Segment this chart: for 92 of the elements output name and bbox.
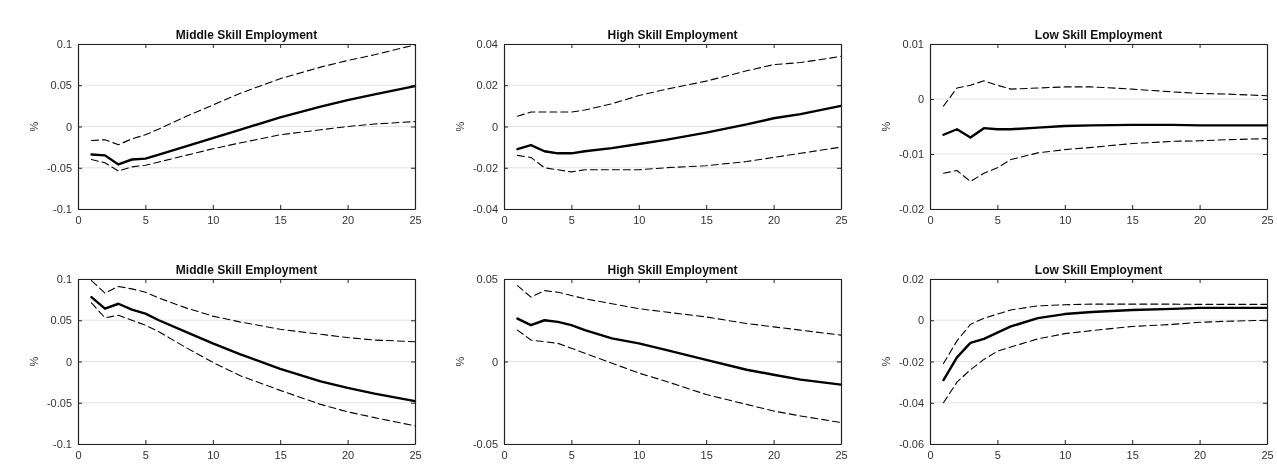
x-tick-label: 5	[994, 448, 1001, 461]
x-tick-label: 5	[994, 213, 1001, 226]
y-tick-label: 0.01	[902, 38, 924, 51]
x-tick-label: 10	[633, 448, 646, 461]
y-tick-label: -0.05	[472, 438, 498, 451]
line-series	[516, 55, 842, 117]
x-tick-label: 0	[75, 213, 82, 226]
chart-title: High Skill Employment	[607, 263, 738, 277]
x-tick-label: 25	[835, 448, 848, 461]
x-tick-label: 10	[633, 213, 646, 226]
line-series	[516, 104, 843, 155]
x-tick-label: 25	[409, 448, 422, 461]
x-tick-label: 0	[75, 448, 82, 461]
x-tick-label: 15	[274, 213, 287, 226]
y-tick-label: 0.05	[50, 314, 72, 327]
line-series	[516, 146, 842, 173]
y-tick-label: 0	[65, 355, 72, 368]
x-tick-label: 0	[927, 213, 934, 226]
y-tick-label: 0	[491, 120, 498, 133]
line-series	[90, 121, 416, 172]
x-tick-label: 0	[501, 448, 508, 461]
x-tick-label: 0	[501, 213, 508, 226]
line-series	[516, 329, 842, 424]
line-series	[942, 123, 1269, 139]
line-series	[942, 303, 1268, 365]
line-series	[90, 302, 416, 427]
y-tick-label: 0.05	[50, 79, 72, 92]
chart-title: High Skill Employment	[607, 28, 738, 42]
x-tick-label: 20	[341, 448, 355, 461]
x-tick-label: 5	[142, 213, 149, 226]
line-series	[942, 306, 1269, 382]
y-tick-label: -0.05	[46, 396, 72, 409]
y-tick-label: 0	[917, 93, 924, 106]
line-series	[90, 84, 417, 166]
y-tick-label: -0.02	[898, 355, 924, 368]
x-tick-label: 20	[1193, 213, 1207, 226]
line-series	[516, 317, 843, 386]
y-axis-title: %	[28, 356, 40, 367]
x-tick-label: 25	[1261, 213, 1274, 226]
chart-title: Middle Skill Employment	[175, 263, 318, 277]
x-tick-label: 15	[700, 213, 713, 226]
y-tick-label: -0.1	[53, 438, 72, 451]
y-axis-title: %	[28, 121, 40, 132]
y-tick-label: -0.04	[898, 396, 924, 409]
line-series	[90, 44, 416, 146]
x-tick-label: 0	[927, 448, 934, 461]
x-tick-label: 15	[700, 448, 713, 461]
y-tick-label: -0.05	[46, 161, 72, 174]
x-tick-label: 25	[1261, 448, 1274, 461]
x-tick-label: 10	[207, 448, 220, 461]
y-tick-label: 0.04	[476, 38, 498, 51]
chart-title: Low Skill Employment	[1034, 263, 1163, 277]
y-axis-title: %	[454, 121, 466, 132]
y-axis-title: %	[454, 356, 466, 367]
x-tick-label: 10	[207, 213, 220, 226]
x-tick-label: 15	[274, 448, 287, 461]
x-tick-label: 10	[1059, 448, 1072, 461]
y-tick-label: -0.02	[472, 161, 498, 174]
y-axis-title: %	[880, 121, 892, 132]
y-tick-label: -0.06	[898, 438, 924, 451]
x-tick-label: 25	[409, 213, 422, 226]
x-tick-label: 15	[1126, 213, 1139, 226]
y-axis-title: %	[880, 356, 892, 367]
y-tick-label: -0.1	[53, 203, 72, 216]
x-tick-label: 20	[767, 448, 781, 461]
x-tick-label: 5	[142, 448, 149, 461]
line-series	[942, 138, 1268, 183]
y-tick-label: 0.02	[902, 273, 924, 286]
y-tick-label: 0	[491, 355, 498, 368]
y-tick-label: -0.01	[898, 148, 924, 161]
x-tick-label: 20	[1193, 448, 1207, 461]
y-tick-label: -0.02	[898, 203, 924, 216]
y-tick-label: 0.1	[56, 273, 72, 286]
x-tick-label: 20	[767, 213, 781, 226]
line-series	[516, 285, 842, 336]
y-tick-label: 0.02	[476, 79, 498, 92]
x-tick-label: 25	[835, 213, 848, 226]
line-series	[90, 280, 416, 343]
y-tick-label: 0	[65, 120, 72, 133]
x-tick-label: 15	[1126, 448, 1139, 461]
x-tick-label: 10	[1059, 213, 1072, 226]
line-series	[90, 295, 417, 403]
y-tick-label: 0	[917, 314, 924, 327]
x-tick-label: 5	[568, 213, 575, 226]
y-tick-label: -0.04	[472, 203, 498, 216]
chart-title: Middle Skill Employment	[175, 28, 318, 42]
chart-title: Low Skill Employment	[1034, 28, 1163, 42]
x-tick-label: 20	[341, 213, 355, 226]
y-tick-label: 0.1	[56, 38, 72, 51]
y-tick-label: 0.05	[476, 273, 498, 286]
line-series	[942, 80, 1268, 107]
x-tick-label: 5	[568, 448, 575, 461]
